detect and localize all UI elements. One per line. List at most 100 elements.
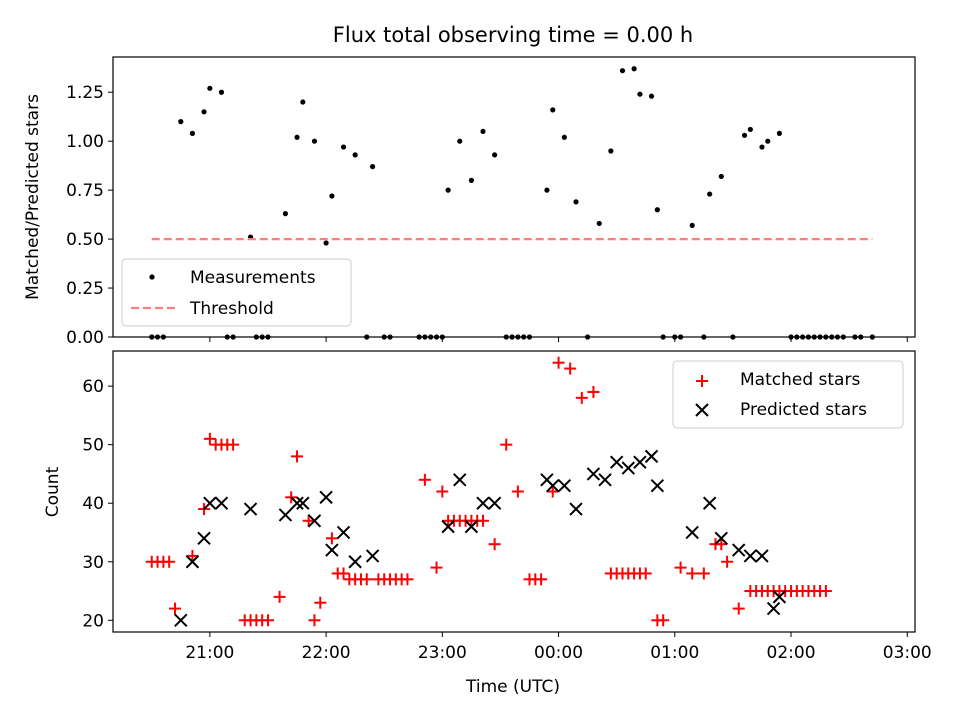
measurement-point xyxy=(718,173,724,180)
measurement-point xyxy=(550,107,556,113)
measurement-point xyxy=(224,334,230,340)
measurement-point xyxy=(468,177,474,183)
measurement-point xyxy=(608,148,614,154)
legend-matched-label: Matched stars xyxy=(740,370,860,390)
measurement-point xyxy=(294,134,300,140)
x-tick-label: 22:00 xyxy=(302,643,351,663)
measurement-point xyxy=(619,68,626,74)
measurement-point xyxy=(800,334,806,340)
predicted-star-point xyxy=(650,478,665,493)
top-y-axis-label: Matched/Predicted stars xyxy=(23,94,43,300)
x-axis-label: Time (UTC) xyxy=(465,677,560,697)
measurement-point xyxy=(747,126,753,133)
matched-star-point xyxy=(203,432,216,445)
matched-star-point xyxy=(575,391,588,404)
matched-star-point xyxy=(732,602,745,615)
x-tick-label: 23:00 xyxy=(418,643,467,663)
predicted-star-point xyxy=(772,590,787,604)
predicted-star-mark-b xyxy=(319,490,333,505)
predicted-star-mark-b xyxy=(290,496,304,510)
predicted-star-mark-b xyxy=(296,496,310,510)
matched-star-point xyxy=(168,602,181,615)
predicted-star-mark-b xyxy=(203,496,217,510)
predicted-star-mark-b xyxy=(325,543,339,557)
predicted-star-mark-b xyxy=(278,508,293,522)
matched-star-point xyxy=(273,590,286,603)
predicted-star-point xyxy=(243,502,258,516)
measurement-point xyxy=(230,334,236,340)
measurement-point xyxy=(765,138,771,144)
predicted-star-point xyxy=(557,478,572,493)
matched-star-point xyxy=(261,614,274,627)
measurement-point xyxy=(526,334,533,340)
measurement-point xyxy=(677,334,684,340)
measurement-point xyxy=(741,132,748,138)
predicted-star-point xyxy=(569,502,583,516)
measurement-point xyxy=(869,334,875,340)
predicted-star-point xyxy=(644,449,659,464)
x-tick-label: 21:00 xyxy=(185,643,234,663)
measurement-point xyxy=(480,128,486,135)
measurement-point xyxy=(701,334,707,340)
matched-star-point xyxy=(587,385,600,398)
top-legend: Measurements Threshold xyxy=(121,258,352,327)
matched-star-point xyxy=(721,555,734,568)
measurement-point xyxy=(834,334,841,340)
top-y-tick-label: 0.25 xyxy=(66,279,104,299)
predicted-star-mark-b xyxy=(557,478,572,493)
predicted-star-mark-b xyxy=(348,555,362,569)
predicted-star-mark-b xyxy=(214,496,229,510)
measurement-point xyxy=(439,334,445,340)
predicted-star-point xyxy=(203,496,217,510)
matched-star-point xyxy=(227,438,240,451)
measurement-point xyxy=(788,334,794,340)
predicted-star-mark-b xyxy=(487,496,502,510)
predicted-star-point xyxy=(487,496,502,510)
measurement-point xyxy=(323,240,329,246)
top-y-tick-label: 0.75 xyxy=(66,181,104,201)
measurement-point xyxy=(422,334,428,340)
measurement-point xyxy=(503,334,509,340)
predicted-star-mark-b xyxy=(365,549,380,563)
predicted-star-point xyxy=(290,496,304,510)
predicted-star-point xyxy=(609,455,624,469)
predicted-star-mark-b xyxy=(609,455,624,469)
top-y-tick-label: 1.00 xyxy=(66,132,104,152)
matched-star-point xyxy=(186,549,199,562)
predicted-star-mark-b xyxy=(441,519,455,534)
measurement-point xyxy=(648,93,655,99)
matched-star-point xyxy=(430,561,443,574)
predicted-star-mark-b xyxy=(714,531,728,546)
x-tick-label: 03:00 xyxy=(883,643,932,663)
legend-predicted-marker xyxy=(695,403,709,417)
predicted-star-point xyxy=(197,531,211,546)
matched-star-point xyxy=(436,485,449,498)
matched-star-point xyxy=(325,532,338,545)
measurement-point xyxy=(521,334,527,340)
measurement-point xyxy=(817,334,823,340)
measurement-point xyxy=(689,222,695,228)
top-y-tick-label: 1.25 xyxy=(66,83,104,103)
predicted-star-mark-b xyxy=(644,449,659,464)
measurement-point xyxy=(730,334,736,340)
legend-measurements-marker xyxy=(149,274,155,280)
predicted-star-mark-b xyxy=(307,514,322,528)
measurement-point xyxy=(492,152,498,158)
measurement-point xyxy=(561,134,567,140)
predicted-star-point xyxy=(278,508,293,522)
x-tick-label: 02:00 xyxy=(767,643,816,663)
measurement-point xyxy=(433,334,440,340)
predicted-star-mark-b xyxy=(732,543,746,557)
matched-star-point xyxy=(511,485,524,498)
matched-star-point xyxy=(697,567,710,580)
measurement-point xyxy=(201,109,207,115)
measurement-point xyxy=(381,334,387,340)
predicted-star-point xyxy=(464,519,479,534)
measurement-point xyxy=(207,85,213,91)
measurement-point xyxy=(364,334,370,340)
measurement-point xyxy=(858,334,864,340)
legend-predicted-label: Predicted stars xyxy=(740,400,867,420)
predicted-star-point xyxy=(441,519,455,534)
measurement-point xyxy=(515,334,521,340)
